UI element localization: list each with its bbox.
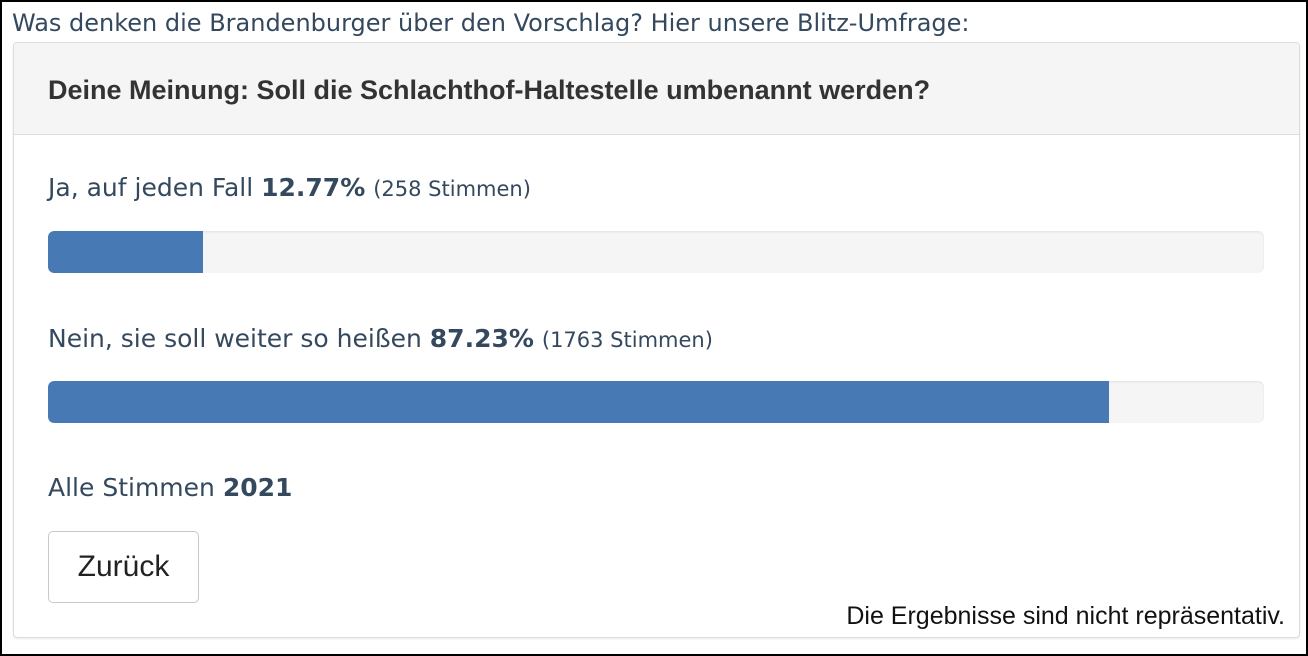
poll-panel: Deine Meinung: Soll die Schlachthof-Halt…: [13, 42, 1300, 638]
poll-option-yes: Ja, auf jeden Fall 12.77% (258 Stimmen): [48, 172, 531, 205]
poll-option-no: Nein, sie soll weiter so heißen 87.23% (…: [48, 323, 713, 356]
option-votes: (258 Stimmen): [373, 177, 531, 201]
total-label: Alle Stimmen: [48, 473, 215, 502]
disclaimer-text: Die Ergebnisse sind nicht repräsentativ.: [846, 602, 1285, 630]
result-bar-track-no: [48, 381, 1264, 423]
option-votes: (1763 Stimmen): [541, 328, 713, 352]
total-votes: Alle Stimmen 2021: [48, 472, 292, 504]
option-label: Nein, sie soll weiter so heißen: [48, 324, 422, 353]
option-percent: 87.23%: [429, 324, 534, 353]
poll-question: Deine Meinung: Soll die Schlachthof-Halt…: [48, 75, 931, 105]
result-bar-fill-no: [48, 381, 1109, 423]
intro-text: Was denken die Brandenburger über den Vo…: [12, 9, 970, 37]
back-button[interactable]: Zurück: [48, 531, 199, 603]
option-percent: 12.77%: [261, 173, 366, 202]
total-value: 2021: [222, 473, 293, 502]
result-bar-fill-yes: [48, 231, 204, 273]
result-bar-track-yes: [48, 231, 1264, 273]
poll-header: Deine Meinung: Soll die Schlachthof-Halt…: [14, 43, 1299, 135]
option-label: Ja, auf jeden Fall: [48, 173, 254, 202]
